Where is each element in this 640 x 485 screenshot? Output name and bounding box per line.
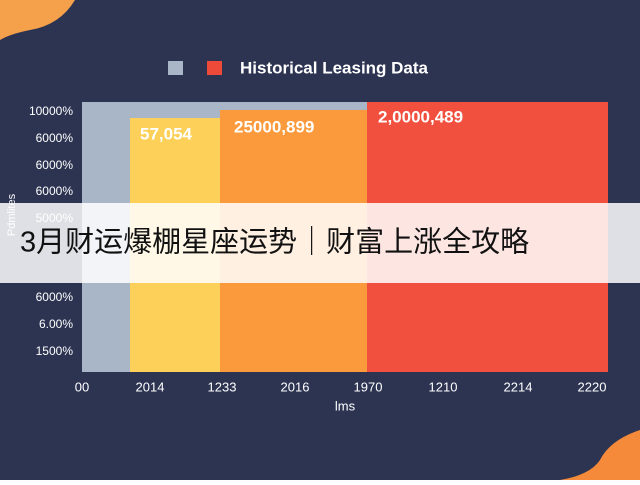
bar-label: 25000,899	[234, 117, 314, 136]
x-axis-title: lms	[335, 398, 356, 413]
y-tick-label: 6000%	[36, 184, 74, 198]
x-tick-label: 2016	[281, 379, 310, 394]
y-tick-label: 1500%	[36, 344, 74, 358]
x-tick-label: 1970	[354, 379, 383, 394]
legend-swatch	[168, 61, 183, 75]
x-tick-label: 1233	[208, 379, 237, 394]
bar-label: 57,054	[140, 124, 193, 143]
bar-label: 2,0000,489	[378, 107, 463, 126]
y-tick-label: 6000%	[36, 131, 74, 145]
banner-text: 3月财运爆棚星座运势｜财富上涨全攻略	[20, 226, 529, 259]
corner-blob	[560, 430, 640, 480]
x-tick-label: 2214	[504, 379, 533, 394]
y-tick-label: 10000%	[29, 104, 73, 118]
banner	[0, 203, 640, 283]
x-tick-label: 1210	[429, 379, 458, 394]
x-tick-label: 2220	[578, 379, 607, 394]
legend-swatch	[207, 61, 222, 75]
y-tick-label: 6000%	[36, 158, 74, 172]
x-tick-label: 2014	[136, 379, 165, 394]
y-tick-label: 6.00%	[39, 317, 73, 331]
x-tick-label: 00	[75, 379, 89, 394]
legend-title: Historical Leasing Data	[240, 58, 429, 77]
y-tick-label: 6000%	[36, 290, 74, 304]
corner-blob	[0, 0, 75, 40]
